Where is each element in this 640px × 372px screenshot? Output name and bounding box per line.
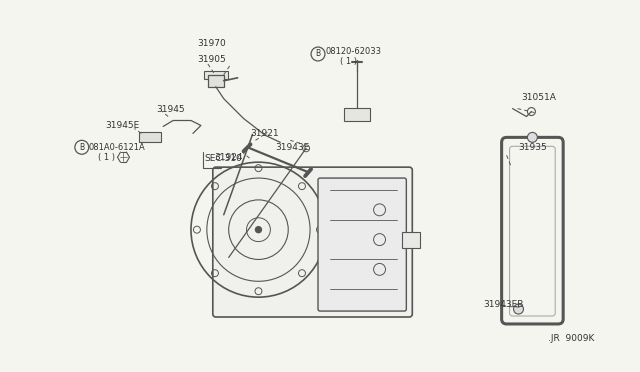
Text: ( 1 ): ( 1 ) [340,57,357,67]
Text: SEC.310: SEC.310 [205,154,243,163]
Bar [208,75,224,87]
Text: 31945E: 31945E [106,121,140,130]
Text: 31935: 31935 [518,143,547,152]
Circle shape [255,227,262,232]
Text: 31924: 31924 [214,153,243,162]
Text: 31943EB: 31943EB [484,299,524,309]
Text: B: B [79,143,84,152]
Text: 31943E: 31943E [275,143,310,152]
Text: .JR  9009K: .JR 9009K [548,334,595,343]
FancyBboxPatch shape [509,146,556,316]
FancyBboxPatch shape [318,178,406,311]
Circle shape [527,132,538,142]
Circle shape [513,304,524,314]
Bar [204,71,228,79]
Text: 31970: 31970 [197,39,226,48]
Text: B: B [316,49,321,58]
Bar [403,232,420,247]
Bar [344,108,370,122]
Text: 08120-62033: 08120-62033 [326,46,382,55]
FancyBboxPatch shape [213,167,412,317]
Text: 31921: 31921 [250,129,279,138]
FancyBboxPatch shape [502,137,563,324]
Text: ( 1 ): ( 1 ) [98,153,115,162]
Text: 31051A: 31051A [522,93,556,102]
Text: 081A0-6121A: 081A0-6121A [89,143,145,152]
Text: 31905: 31905 [197,55,226,64]
Bar [140,132,161,142]
Text: 31945: 31945 [156,105,185,114]
